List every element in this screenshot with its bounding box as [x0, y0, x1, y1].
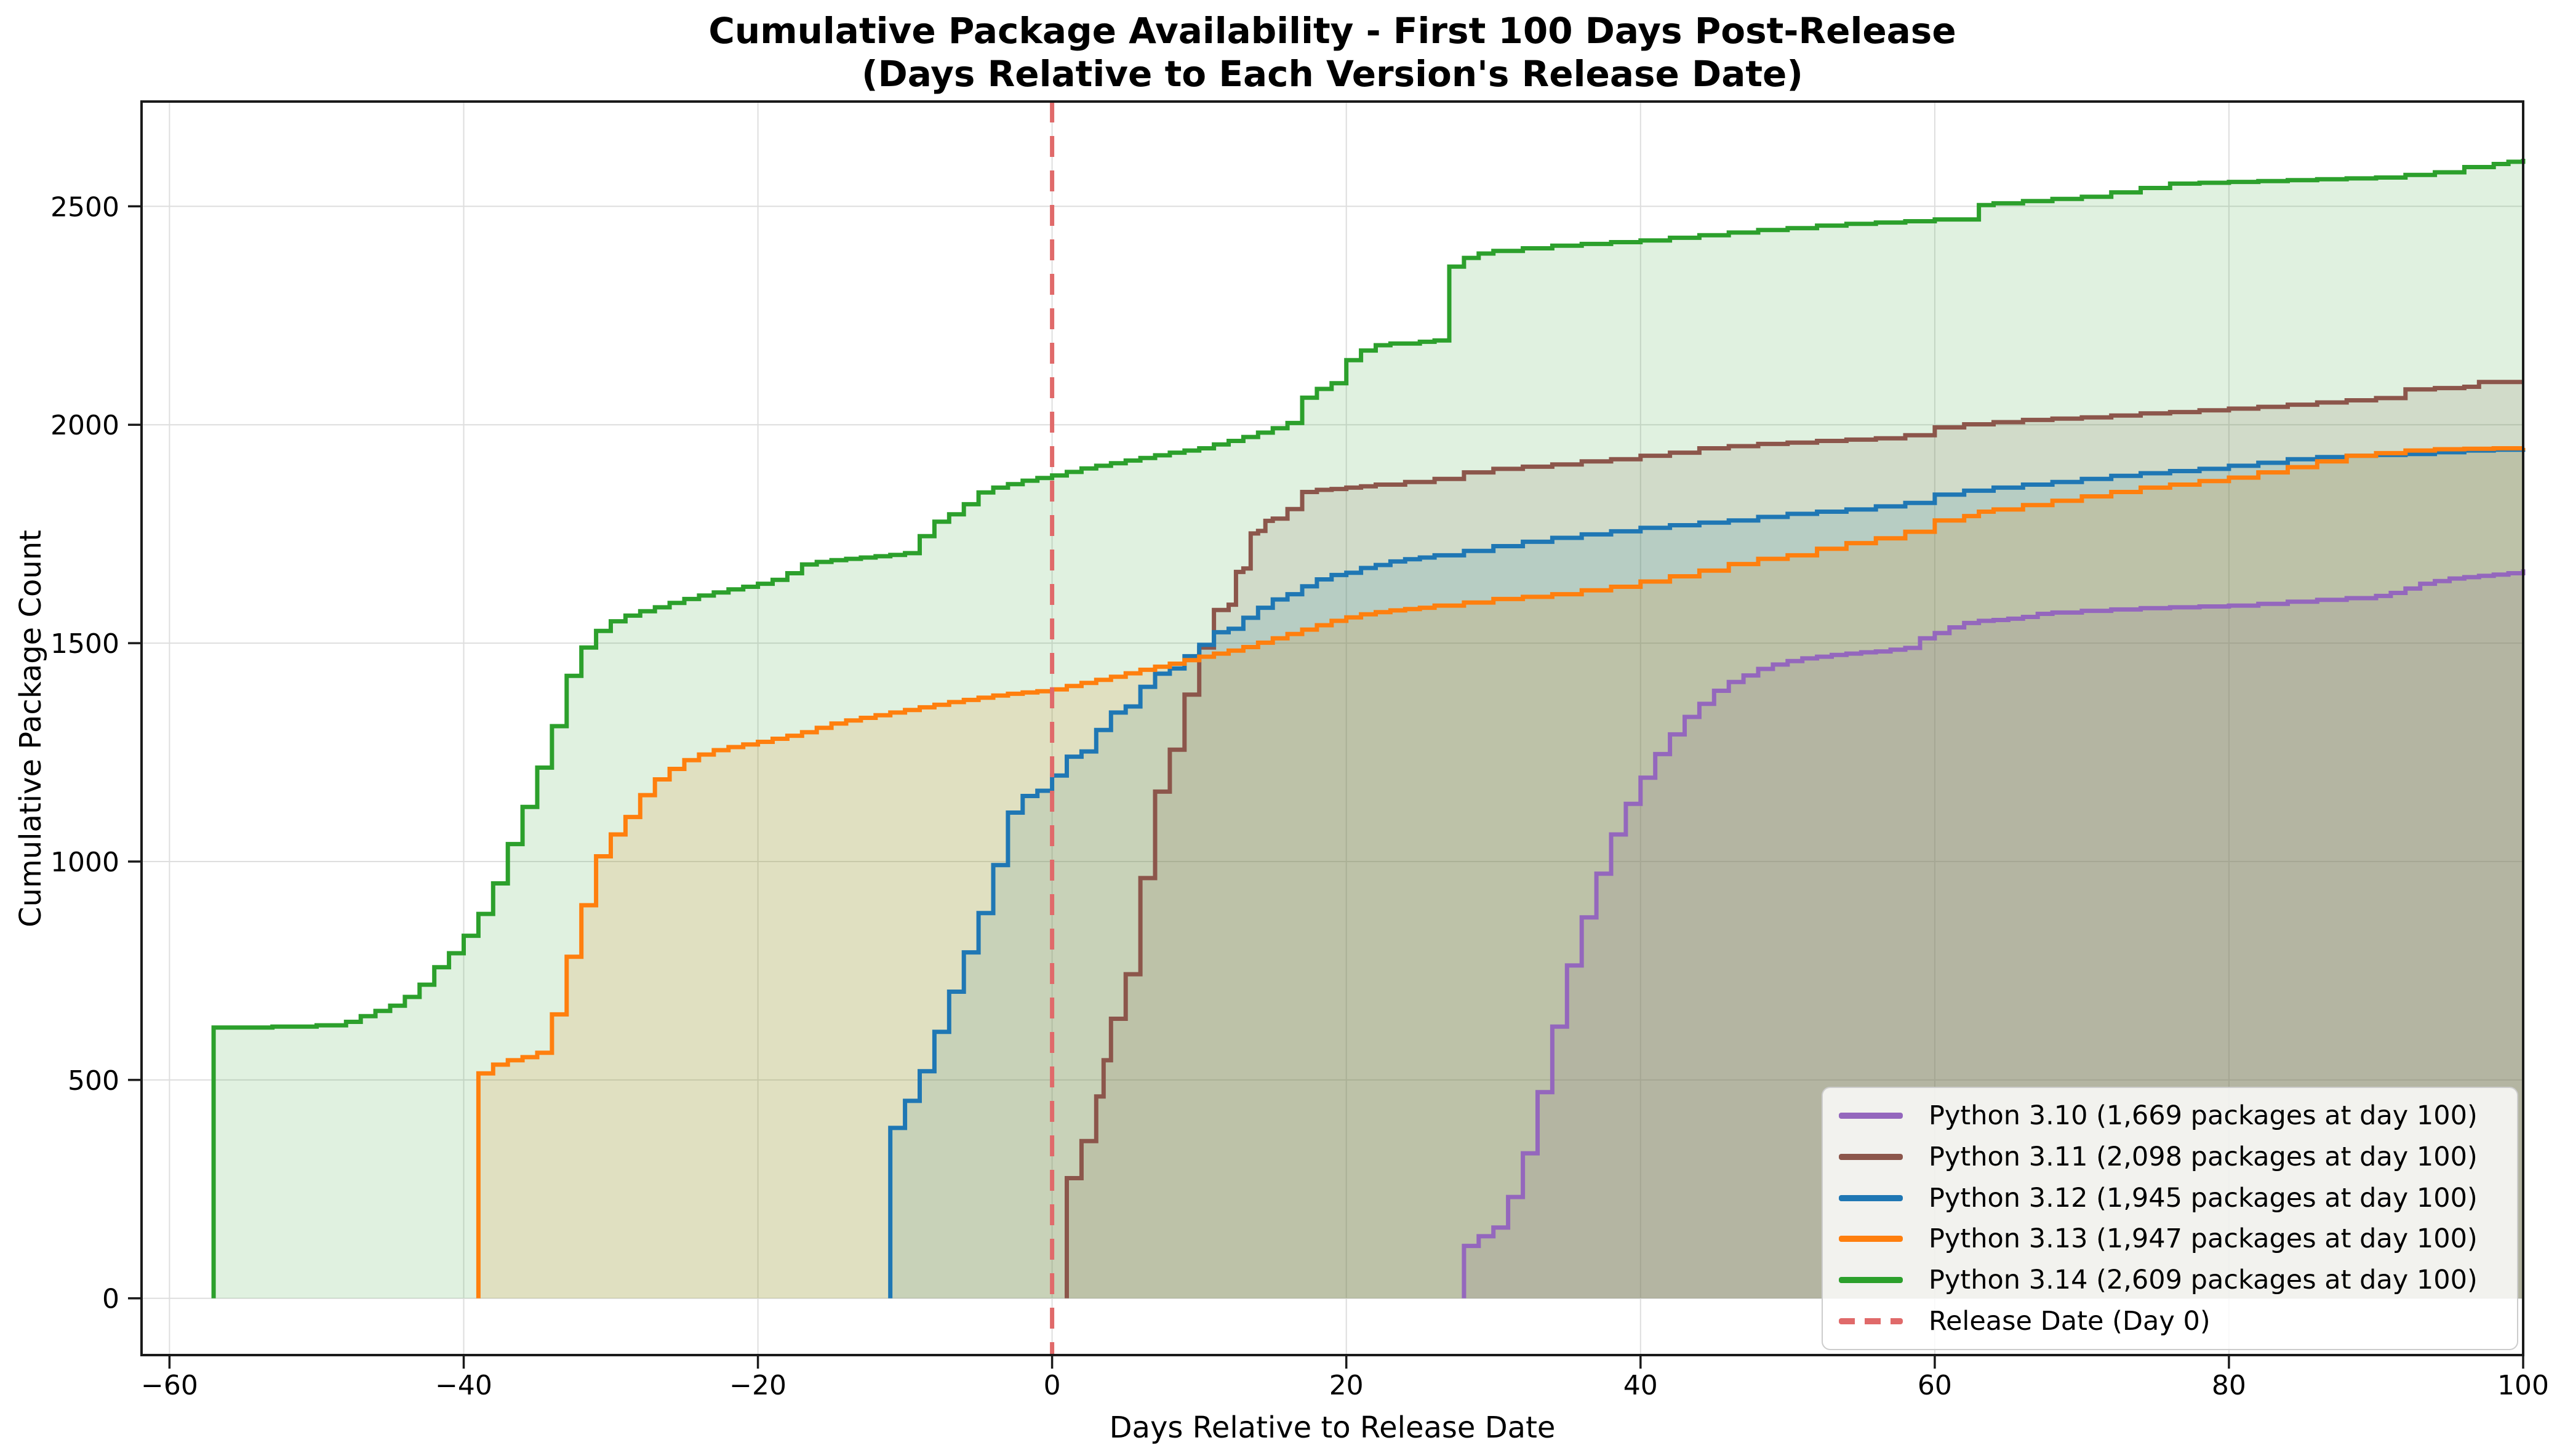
- legend-label-python-3-10: Python 3.10 (1,669 packages at day 100): [1929, 1100, 2478, 1132]
- series-fill-python-3-13: [478, 447, 2524, 1298]
- legend-swatch-release-date: [1839, 1318, 1903, 1324]
- x-tick-label: 80: [2212, 1370, 2246, 1401]
- chart-title-line1: Cumulative Package Availability - First …: [708, 10, 1956, 52]
- series-fill-python-3-12: [890, 449, 2523, 1298]
- x-tick-label: 100: [2497, 1370, 2549, 1401]
- legend-swatch-python-3-13: [1839, 1236, 1903, 1242]
- y-tick-label: 2500: [50, 191, 119, 223]
- legend-swatch-python-3-11: [1839, 1153, 1903, 1160]
- legend-item-python-3-10: Python 3.10 (1,669 packages at day 100): [1839, 1095, 2501, 1136]
- axes-spines: [140, 100, 2524, 1356]
- series-line-python-3-14: [211, 159, 2526, 1298]
- x-tick-label: 40: [1623, 1370, 1658, 1401]
- series-line-python-3-12: [888, 447, 2526, 1298]
- y-tick-label: 0: [102, 1284, 119, 1315]
- legend-item-python-3-12: Python 3.12 (1,945 packages at day 100): [1839, 1178, 2501, 1218]
- x-tick-label: −60: [141, 1370, 198, 1401]
- y-tick-label: 1500: [50, 628, 119, 660]
- legend-item-python-3-11: Python 3.11 (2,098 packages at day 100): [1839, 1137, 2501, 1177]
- legend-label-python-3-14: Python 3.14 (2,609 packages at day 100): [1929, 1264, 2478, 1295]
- series-line-python-3-10: [1462, 569, 2526, 1298]
- x-tick-label: 20: [1329, 1370, 1364, 1401]
- chart-title-line2: (Days Relative to Each Version's Release…: [862, 53, 1803, 95]
- y-axis-label: Cumulative Package Count: [14, 530, 48, 927]
- plot-border: [140, 100, 2524, 1356]
- legend-label-python-3-12: Python 3.12 (1,945 packages at day 100): [1929, 1182, 2478, 1214]
- legend-item-python-3-13: Python 3.13 (1,947 packages at day 100): [1839, 1218, 2501, 1259]
- x-tick-label: 60: [1918, 1370, 1952, 1401]
- legend-item-release-date: Release Date (Day 0): [1839, 1301, 2501, 1342]
- series-fill-python-3-14: [214, 159, 2523, 1298]
- legend: Python 3.10 (1,669 packages at day 100) P…: [1822, 1087, 2518, 1350]
- series-line-python-3-13: [476, 446, 2526, 1298]
- x-axis-label: Days Relative to Release Date: [1110, 1410, 1556, 1445]
- x-tick-label: 0: [1044, 1370, 1061, 1401]
- legend-label-python-3-11: Python 3.11 (2,098 packages at day 100): [1929, 1141, 2478, 1172]
- legend-label-release-date: Release Date (Day 0): [1929, 1305, 2211, 1337]
- y-tick-label: 2000: [50, 410, 119, 441]
- axis-ticks: −60 −40 −20 0 20 40 60 80 1000500100015002000250…: [50, 191, 2549, 1401]
- legend-label-python-3-13: Python 3.13 (1,947 packages at day 100): [1929, 1223, 2478, 1255]
- legend-swatch-python-3-14: [1839, 1276, 1903, 1283]
- y-tick-label: 500: [68, 1065, 119, 1097]
- legend-swatch-python-3-12: [1839, 1194, 1903, 1201]
- x-tick-label: −20: [729, 1370, 786, 1401]
- series-line-python-3-11: [1065, 380, 2523, 1298]
- y-tick-label: 1000: [50, 847, 119, 878]
- legend-item-python-3-14: Python 3.14 (2,609 packages at day 100): [1839, 1260, 2501, 1300]
- series-lines: [211, 159, 2526, 1298]
- x-tick-label: −40: [435, 1370, 492, 1401]
- series-fill-python-3-11: [1066, 382, 2523, 1298]
- legend-swatch-python-3-10: [1839, 1113, 1903, 1119]
